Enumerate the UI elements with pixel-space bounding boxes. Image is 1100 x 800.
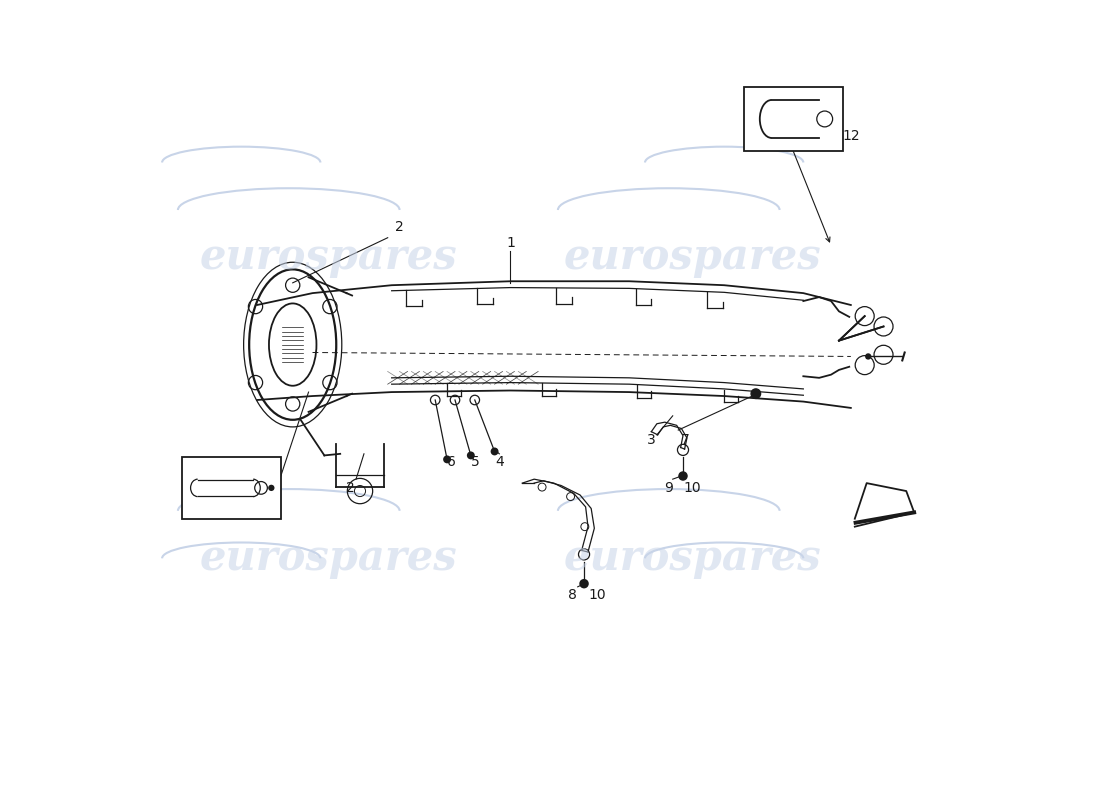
Circle shape [443, 455, 451, 463]
Text: eurospares: eurospares [563, 538, 822, 579]
FancyBboxPatch shape [744, 87, 843, 150]
Text: 5: 5 [471, 455, 480, 470]
Text: eurospares: eurospares [199, 538, 458, 579]
Circle shape [268, 485, 275, 491]
Text: 2: 2 [346, 481, 355, 494]
Circle shape [580, 579, 588, 589]
Text: 8: 8 [568, 589, 576, 602]
Circle shape [751, 389, 760, 398]
Text: 12: 12 [843, 129, 860, 142]
Text: 3: 3 [647, 434, 656, 447]
Text: eurospares: eurospares [199, 237, 458, 278]
Circle shape [491, 447, 498, 455]
Text: 2: 2 [395, 220, 404, 234]
FancyBboxPatch shape [182, 457, 280, 518]
Text: 7: 7 [681, 434, 690, 447]
Circle shape [466, 451, 475, 459]
Text: 4: 4 [495, 455, 504, 470]
Text: 1: 1 [506, 235, 515, 250]
Text: eurospares: eurospares [563, 237, 822, 278]
Circle shape [865, 354, 871, 360]
Circle shape [679, 471, 688, 481]
Text: 6: 6 [448, 455, 456, 470]
Text: 11: 11 [190, 497, 208, 511]
Text: 10: 10 [683, 481, 701, 494]
Text: 9: 9 [664, 481, 673, 494]
Text: 10: 10 [588, 589, 606, 602]
